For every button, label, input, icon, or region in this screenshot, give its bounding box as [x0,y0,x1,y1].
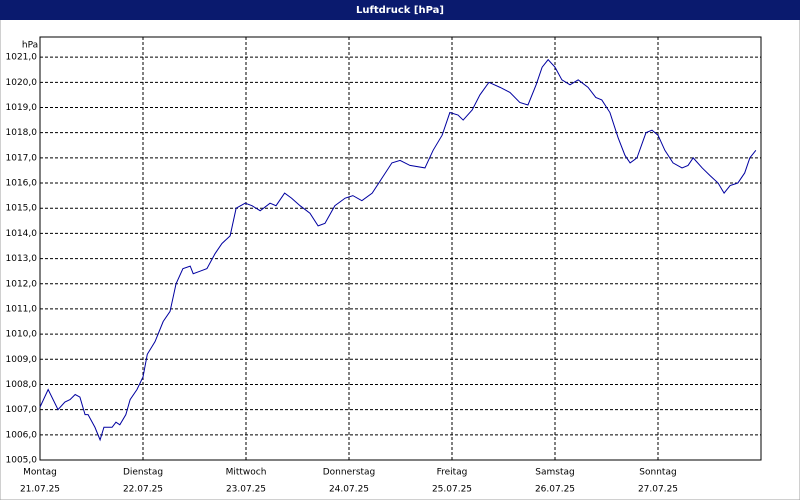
x-tick-label: Donnerstag [323,468,376,478]
y-tick-label: 1005,0 [6,456,38,466]
y-tick-label: 1016,0 [6,179,38,189]
y-tick-label: 1013,0 [6,254,38,264]
x-tick-date: 22.07.25 [123,485,163,495]
y-tick-label: 1006,0 [6,430,38,440]
y-tick-label: 1009,0 [6,355,38,365]
x-tick-date: 21.07.25 [20,485,60,495]
x-tick-date: 25.07.25 [432,485,472,495]
y-tick-label: 1014,0 [6,229,38,239]
x-tick-label: Montag [23,468,57,478]
y-tick-label: 1008,0 [6,380,38,390]
y-tick-label: 1021,0 [6,53,38,63]
y-tick-label: 1020,0 [6,78,38,88]
y-tick-label: 1007,0 [6,405,38,415]
x-tick-date: 27.07.25 [638,485,678,495]
x-tick-label: Dienstag [123,468,163,478]
y-tick-label: 1011,0 [6,304,38,314]
x-tick-date: 26.07.25 [535,485,575,495]
chart-title: Luftdruck [hPa] [356,5,444,16]
x-tick-date: 24.07.25 [329,485,369,495]
y-tick-label: 1010,0 [6,330,38,340]
x-tick-date: 23.07.25 [226,485,266,495]
y-tick-label: 1012,0 [6,279,38,289]
pressure-line [39,58,757,442]
y-unit: hPa [22,41,38,51]
x-tick-label: Freitag [437,468,468,478]
x-tick-label: Samstag [535,468,574,478]
title-bar [0,0,800,20]
y-tick-label: 1019,0 [6,103,38,113]
x-tick-label: Mittwoch [226,468,267,478]
x-tick-label: Sonntag [639,468,676,478]
y-tick-label: 1017,0 [6,153,38,163]
y-tick-label: 1018,0 [6,128,38,138]
y-tick-label: 1015,0 [6,204,38,214]
